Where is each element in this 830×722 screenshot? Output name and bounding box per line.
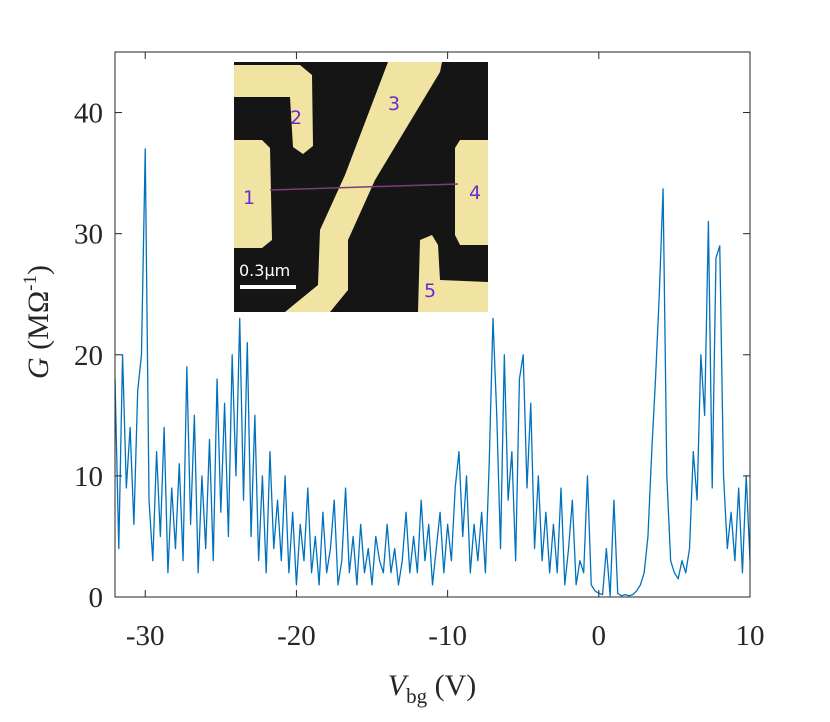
electrode — [234, 65, 313, 154]
x-tick-label: 10 — [736, 620, 765, 652]
nanotube — [269, 183, 459, 191]
y-tick-label: 0 — [89, 582, 104, 614]
x-tick-label: -30 — [126, 620, 165, 652]
y-tick-label: 30 — [74, 219, 103, 251]
x-tick-label: -10 — [428, 620, 467, 652]
x-axis-label: Vbg (V) — [388, 669, 476, 708]
electrode — [234, 140, 272, 248]
x-tick-label: 0 — [592, 620, 607, 652]
y-label-close: ) — [22, 265, 55, 275]
x-tick-label: -20 — [277, 620, 316, 652]
y-tick-label: 40 — [74, 98, 103, 130]
y-label-exponent: -1 — [20, 275, 41, 291]
inset-label: 3 — [388, 93, 400, 115]
inset-micrograph: 0.3μm 1 2 3 4 5 — [234, 62, 488, 312]
x-label-symbol: V — [388, 669, 410, 702]
y-tick-label: 10 — [74, 461, 103, 493]
x-label-subscript: bg — [406, 684, 428, 708]
scale-bar-label: 0.3μm — [239, 261, 290, 280]
y-tick-label: 20 — [74, 340, 103, 372]
electrode — [455, 140, 488, 245]
electrode — [418, 235, 488, 312]
y-axis-label: G (MΩ-1) — [20, 265, 55, 379]
data-line — [114, 148, 751, 597]
inset-label: 2 — [290, 107, 302, 129]
inset-label: 1 — [243, 187, 255, 209]
y-label-symbol: G — [22, 357, 55, 379]
x-label-unit: (V) — [427, 669, 476, 702]
plot-frame — [114, 51, 751, 598]
y-label-unit: (MΩ — [22, 291, 55, 357]
inset-label: 4 — [469, 182, 481, 204]
inset-label: 5 — [424, 280, 436, 302]
